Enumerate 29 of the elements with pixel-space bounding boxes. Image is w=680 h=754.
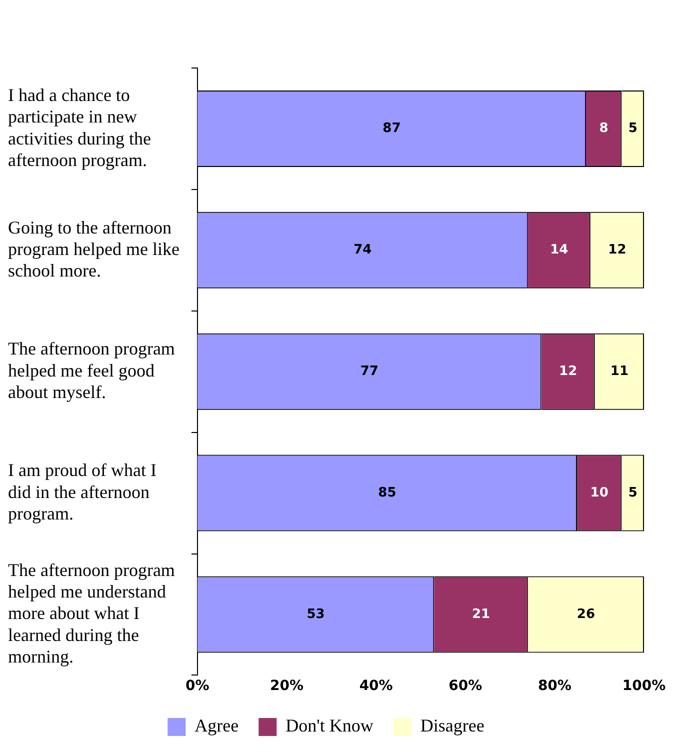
x-tick-label: 100% [622, 678, 666, 694]
x-tick-label: 80% [538, 678, 572, 694]
data-label: 85 [378, 485, 396, 500]
x-tick-label: 40% [359, 678, 393, 694]
legend-label: Disagree [420, 716, 484, 736]
y-tick-label: I had a chance to participate in new activities during the afternoon program. [8, 85, 151, 170]
data-label: 74 [354, 242, 372, 258]
y-tick-label: I am proud of what I did in the afternoon program. [8, 460, 156, 524]
data-label: 26 [576, 606, 595, 622]
data-label: 77 [360, 364, 378, 379]
data-label: 21 [472, 606, 490, 622]
data-label: 12 [559, 364, 578, 379]
data-label: 10 [590, 485, 608, 500]
legend-label: Agree [194, 716, 239, 736]
data-label: 53 [306, 606, 325, 622]
x-tick-label: 60% [448, 678, 482, 694]
data-label: 12 [608, 242, 626, 258]
data-label: 87 [382, 121, 401, 136]
y-tick-label: The afternoon program helped me understand more about what I learned during the morning. [8, 560, 175, 666]
data-label: 8 [599, 121, 608, 136]
x-tick-label: 20% [270, 678, 304, 694]
data-label: 5 [628, 121, 638, 136]
x-tick-label: 0% [186, 678, 210, 694]
data-label: 11 [610, 364, 628, 379]
y-tick-label: The afternoon program helped me feel good about myself. [8, 338, 175, 402]
data-label: 14 [550, 242, 568, 258]
legend-label: Don't Know [286, 716, 374, 736]
data-label: 5 [628, 485, 638, 500]
y-tick-label: Going to the afternoon program helped me like school more. [8, 217, 180, 280]
